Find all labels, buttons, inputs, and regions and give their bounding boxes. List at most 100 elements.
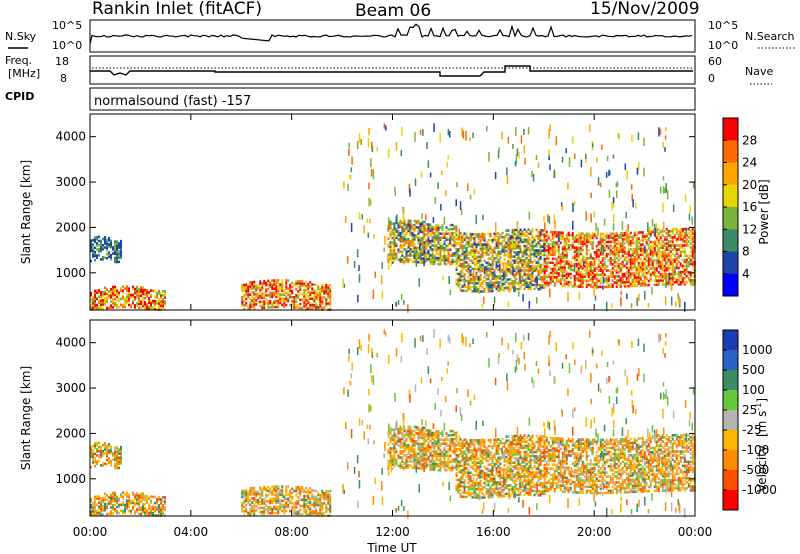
echo-cell	[667, 232, 670, 235]
echo-cell	[110, 304, 112, 307]
echo-cell	[477, 261, 480, 265]
echo-cell	[283, 497, 286, 500]
echo-cell	[90, 504, 92, 507]
echo-cell	[581, 242, 584, 246]
echo-cell	[577, 234, 580, 237]
echo-cell	[555, 261, 558, 265]
echo-cell	[507, 136, 510, 144]
echo-cell	[393, 244, 396, 248]
echo-cell	[659, 242, 662, 246]
echo-cell	[297, 296, 300, 299]
echo-cell	[455, 256, 458, 259]
echo-cell	[635, 251, 638, 255]
echo-cell	[409, 464, 412, 467]
echo-cell	[522, 293, 524, 302]
echo-cell	[459, 289, 462, 292]
echo-cell	[609, 234, 612, 238]
echo-cell	[393, 446, 396, 450]
echo-cell	[635, 280, 638, 283]
echo-cell	[635, 278, 638, 281]
echo-cell	[678, 230, 681, 241]
echo-cell	[679, 254, 682, 257]
echo-cell	[463, 260, 466, 264]
echo-cell	[403, 450, 406, 453]
echo-cell	[323, 287, 326, 291]
echo-cell	[561, 260, 564, 263]
echo-cell	[547, 236, 550, 240]
echo-cell	[657, 275, 660, 278]
echo-cell	[491, 283, 494, 287]
echo-cell	[463, 267, 466, 270]
echo-cell	[447, 254, 450, 258]
echo-cell	[663, 242, 666, 245]
echo-cell	[681, 270, 684, 274]
echo-cell	[647, 257, 650, 260]
echo-cell	[329, 300, 332, 303]
echo-cell	[517, 246, 520, 250]
echo-cell	[497, 275, 500, 278]
echo-cell	[391, 461, 394, 464]
echo-cell	[505, 272, 508, 275]
echo-cell	[617, 234, 620, 237]
echo-cell	[627, 260, 630, 263]
echo-cell	[501, 242, 503, 248]
echo-cell	[615, 283, 618, 286]
echo-cell	[535, 267, 538, 270]
echo-cell	[387, 225, 390, 228]
echo-cell	[128, 501, 130, 505]
echo-cell	[263, 510, 266, 513]
echo-cell	[160, 500, 162, 503]
echo-cell	[559, 278, 562, 281]
echo-cell	[243, 289, 246, 293]
echo-cell	[305, 299, 308, 302]
echo-cell	[329, 296, 332, 299]
echo-cell	[687, 232, 690, 235]
echo-cell	[263, 279, 266, 283]
echo-cell	[537, 253, 540, 256]
echo-cell	[623, 272, 626, 276]
echo-cell	[555, 249, 558, 253]
echo-cell	[501, 235, 504, 239]
echo-cell	[156, 308, 158, 311]
echo-cell	[595, 257, 598, 260]
echo-cell	[539, 255, 542, 258]
echo-cell	[523, 128, 525, 135]
echo-cell	[441, 224, 444, 227]
echo-cell	[329, 504, 332, 507]
echo-cell	[104, 246, 106, 249]
echo-cell	[601, 257, 604, 260]
echo-cell	[393, 456, 396, 460]
echo-cell	[305, 494, 308, 498]
echo-cell	[425, 463, 428, 467]
echo-cell	[685, 258, 688, 262]
echo-cell	[245, 303, 248, 307]
echo-cell	[589, 265, 592, 268]
echo-cell	[427, 447, 430, 451]
echo-cell	[523, 240, 526, 244]
echo-cell	[469, 265, 472, 269]
echo-cell	[92, 514, 94, 517]
echo-cell	[641, 267, 644, 271]
echo-cell	[605, 285, 608, 289]
echo-cell	[525, 261, 528, 264]
echo-cell	[515, 273, 518, 277]
velocity-echoes	[90, 329, 696, 519]
echo-cell	[281, 289, 284, 292]
echo-cell	[553, 243, 556, 246]
echo-cell	[639, 239, 642, 242]
echo-cell	[469, 273, 472, 277]
echo-cell	[553, 267, 556, 271]
echo-cell	[407, 433, 410, 437]
echo-cell	[315, 512, 318, 515]
echo-cell	[108, 237, 110, 240]
echo-cell	[124, 287, 126, 290]
echo-cell	[545, 240, 548, 244]
echo-cell	[401, 250, 404, 253]
echo-cell	[90, 291, 92, 295]
echo-cell	[445, 232, 448, 235]
echo-cell	[645, 234, 648, 238]
echo-cell	[486, 125, 488, 132]
echo-cell	[659, 262, 662, 266]
echo-cell	[104, 302, 106, 306]
cpid-label: CPID	[5, 90, 34, 103]
